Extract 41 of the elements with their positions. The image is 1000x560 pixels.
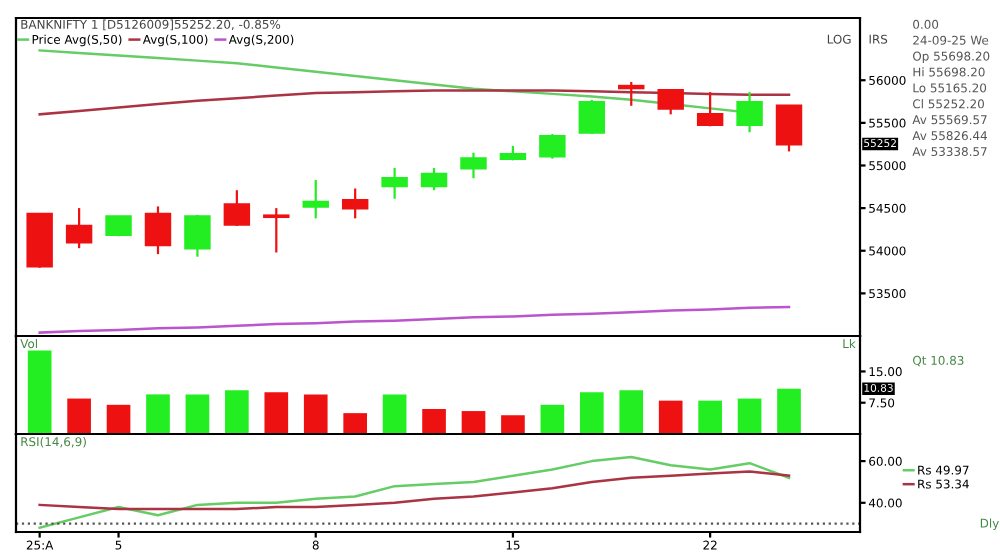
candlestick [144,205,172,256]
bar [343,413,368,434]
bar [27,350,52,434]
candlestick [381,166,408,200]
bar [67,398,91,434]
candlestick [420,166,448,192]
candlestick [736,91,763,134]
candlestick [302,178,329,220]
line-series [38,305,791,334]
bar [461,411,486,434]
line-series [38,89,791,116]
bar [185,394,210,434]
line-series [38,455,791,530]
line-series [38,470,791,511]
candlestick [263,207,290,254]
candlestick [460,151,487,180]
bar [225,390,249,434]
bar [264,392,289,434]
bar [382,394,407,434]
candlestick [618,80,645,107]
bar [737,398,762,434]
bar [303,394,328,434]
candlestick [223,189,251,228]
candlestick [539,132,566,160]
bar [106,404,131,434]
bar [540,404,565,434]
bar [501,415,525,434]
bar [619,390,644,434]
candlestick [65,207,93,250]
candlestick [657,89,684,116]
bar [777,388,801,434]
candlestick [341,187,369,220]
bar [698,400,722,434]
bar [146,394,170,434]
candlestick [184,213,211,258]
candlestick [696,91,724,128]
bar [579,392,604,434]
candlestick [578,98,606,136]
bar [422,408,446,434]
bar [658,400,683,434]
candlestick [775,104,803,153]
